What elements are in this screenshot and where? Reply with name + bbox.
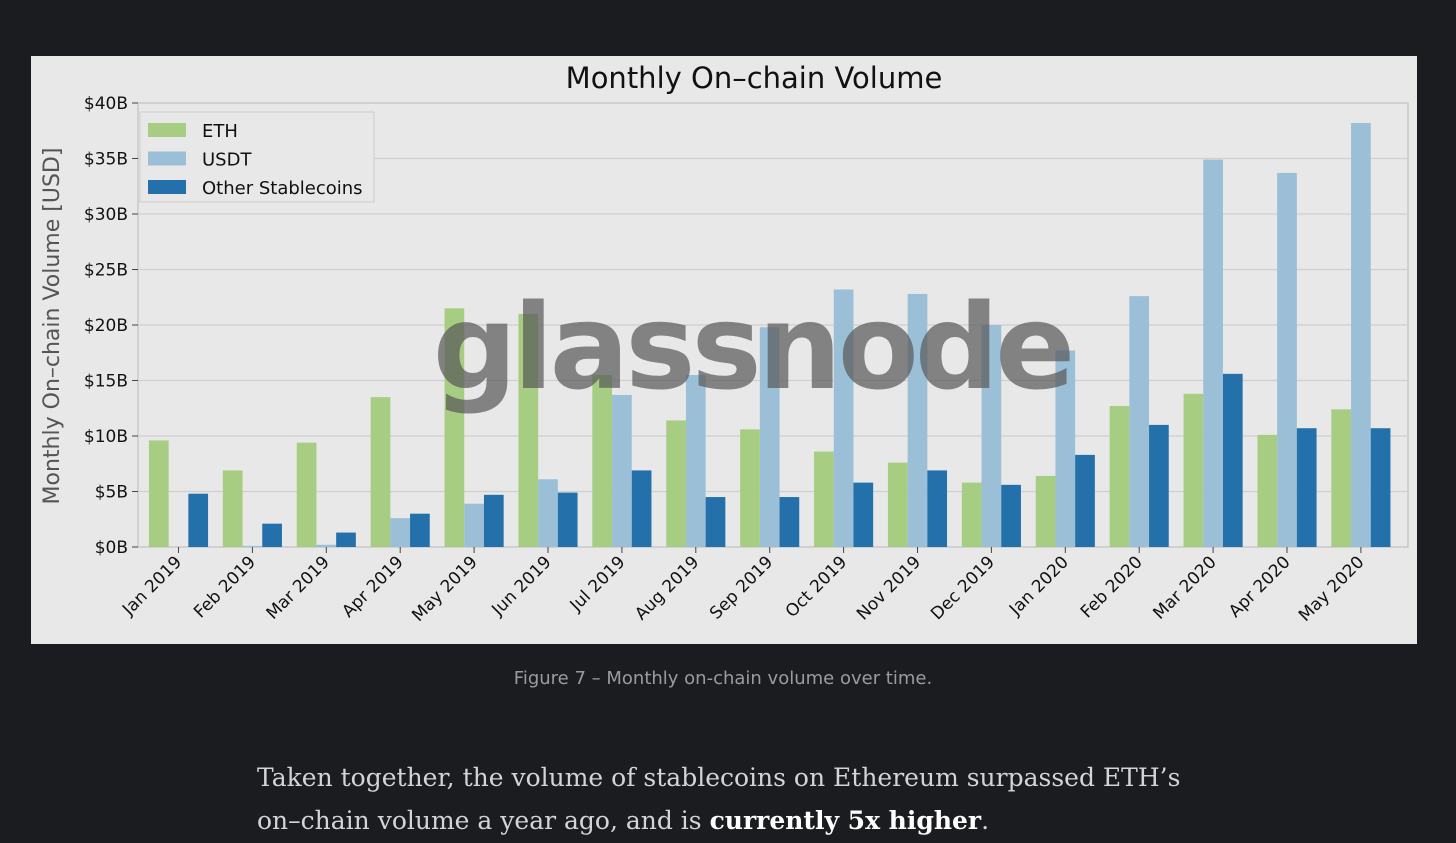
legend-label: USDT — [202, 150, 252, 171]
legend-swatch — [148, 180, 186, 194]
y-axis-ticks: $0B $5B $10B $15B $20B $25B $30B $35B $40B — [84, 94, 138, 558]
legend: ETH USDT Other Stablecoins — [139, 111, 375, 203]
chart-figure: $0B $5B $10B $15B $20B $25B $30B $35B $40B Jan 2… — [31, 56, 1417, 644]
bar-usdt — [981, 325, 1002, 547]
bar-other-stablecoins — [410, 513, 430, 547]
y-tick-label: $15B — [84, 372, 128, 392]
y-tick-label: $10B — [84, 427, 128, 447]
bar-usdt — [1129, 296, 1150, 547]
bar-other-stablecoins — [705, 497, 726, 547]
y-tick-label: $5B — [95, 483, 128, 503]
bar-eth — [887, 462, 908, 547]
y-tick-label: $35B — [84, 150, 128, 170]
bar-eth — [296, 442, 317, 547]
y-tick-label: $30B — [84, 205, 128, 225]
chart-title: Monthly On–chain Volume — [566, 61, 943, 95]
bar-usdt — [759, 327, 780, 547]
bar-usdt — [1277, 172, 1297, 547]
bar-usdt — [833, 289, 854, 547]
legend-label: Other Stablecoins — [202, 178, 363, 199]
bar-usdt — [1203, 159, 1223, 548]
y-tick-label: $20B — [84, 316, 128, 336]
y-tick-label: $0B — [95, 538, 128, 558]
bar-other-stablecoins — [1075, 454, 1095, 547]
bar-eth — [814, 451, 834, 547]
bar-other-stablecoins — [927, 470, 948, 547]
bar-other-stablecoins — [483, 494, 504, 547]
bar-eth — [740, 429, 760, 547]
bar-eth — [148, 440, 169, 547]
bar-usdt — [242, 545, 263, 547]
body-paragraph: Taken together, the volume of stablecoin… — [257, 756, 1217, 842]
bar-eth — [961, 482, 982, 547]
bar-eth — [1183, 393, 1204, 547]
bar-usdt — [612, 394, 632, 547]
bar-other-stablecoins — [1296, 428, 1317, 547]
bar-eth — [518, 313, 539, 547]
bar-chart: $0B$5B$10B$15B$20B$25B$30B$35B$40B Jan 2… — [31, 56, 1417, 644]
bar-usdt — [1055, 350, 1076, 547]
legend-swatch — [148, 151, 186, 166]
bar-other-stablecoins — [336, 532, 356, 547]
bar-usdt — [316, 544, 337, 547]
bar-eth — [222, 470, 243, 547]
bar-other-stablecoins — [1222, 373, 1243, 547]
bars — [148, 122, 1391, 548]
paragraph-end: . — [981, 806, 990, 835]
bar-eth — [370, 397, 391, 547]
bar-eth — [444, 308, 465, 547]
bar-eth — [1331, 409, 1352, 547]
bar-usdt — [464, 503, 484, 547]
legend-swatch — [148, 123, 186, 137]
bar-eth — [1035, 475, 1056, 547]
bar-other-stablecoins — [188, 493, 209, 547]
bar-other-stablecoins — [557, 492, 578, 547]
legend-label: ETH — [202, 121, 238, 142]
bar-other-stablecoins — [262, 523, 282, 547]
bar-other-stablecoins — [853, 482, 874, 547]
paragraph-text: Taken together, the volume of stablecoin… — [257, 763, 1181, 835]
bar-eth — [592, 374, 613, 547]
bar-usdt — [907, 293, 928, 547]
bar-eth — [1257, 434, 1278, 547]
paragraph-emphasis: currently 5x higher — [709, 806, 982, 835]
bar-other-stablecoins — [631, 470, 652, 547]
bar-other-stablecoins — [1370, 428, 1391, 547]
y-axis-label: Monthly On–chain Volume [USD] — [40, 148, 65, 505]
y-tick-label: $40B — [84, 94, 128, 114]
y-tick-label: $25B — [84, 261, 128, 281]
bar-other-stablecoins — [1001, 484, 1021, 547]
bar-usdt — [685, 374, 706, 547]
bar-eth — [1109, 406, 1130, 547]
bar-usdt — [390, 518, 411, 547]
bar-usdt — [1351, 122, 1371, 547]
watermark-logo: glassnode — [433, 278, 1072, 416]
figure-caption: Figure 7 – Monthly on-chain volume over … — [513, 668, 933, 689]
bar-other-stablecoins — [779, 497, 800, 547]
bar-other-stablecoins — [1149, 424, 1169, 547]
bar-eth — [666, 420, 686, 547]
bar-usdt — [538, 479, 558, 547]
